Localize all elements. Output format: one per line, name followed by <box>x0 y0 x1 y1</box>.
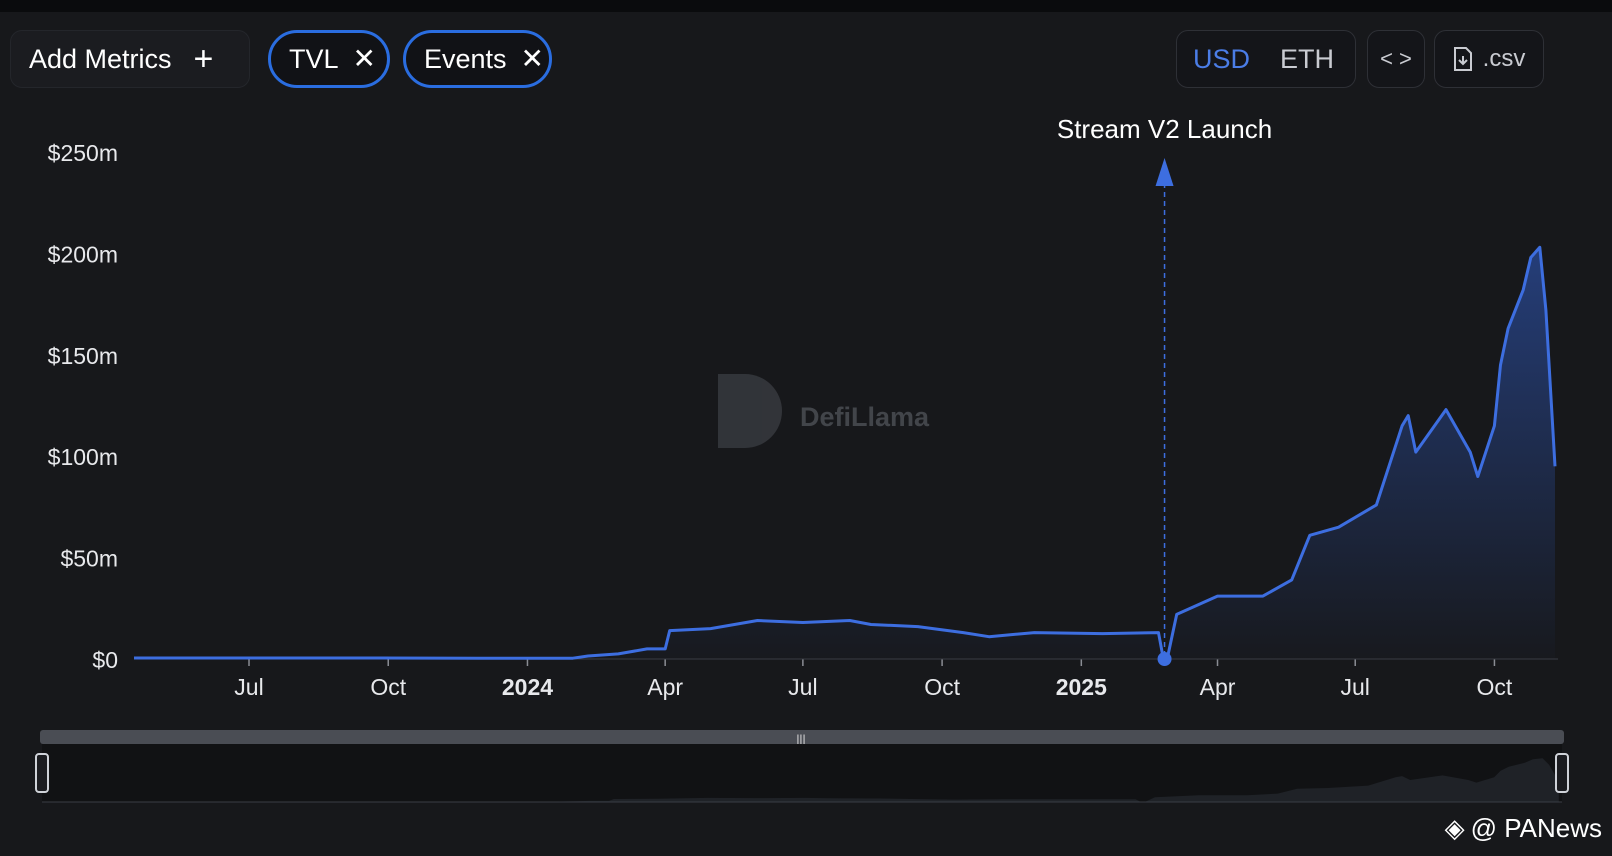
slider-grip-icon[interactable]: ||| <box>796 732 805 746</box>
x-tick-label: 2024 <box>502 674 553 700</box>
y-tick-label: $50m <box>60 546 118 572</box>
event-arrow-icon <box>1155 158 1174 186</box>
file-download-icon <box>1453 47 1472 71</box>
x-tick-label: Jul <box>788 674 817 700</box>
chart-toolbar: Add Metrics + TVL ✕ Events ✕ USD ETH < >… <box>10 30 1602 90</box>
y-tick-label: $250m <box>48 140 118 166</box>
watermark-text: DefiLlama <box>800 402 930 432</box>
y-tick-label: $150m <box>48 343 118 369</box>
x-tick-label: Jul <box>1341 674 1370 700</box>
event-marker-dot[interactable] <box>1157 652 1172 666</box>
csv-download-button[interactable]: .csv <box>1434 30 1544 88</box>
metric-pill-events[interactable]: Events ✕ <box>403 30 552 88</box>
x-tick-label: Apr <box>647 674 683 700</box>
y-tick-label: $0 <box>92 647 118 673</box>
event-label: Stream V2 Launch <box>1057 114 1272 144</box>
metric-pill-label: Events <box>424 43 507 74</box>
panews-credit: ◈ @ PANews <box>1445 813 1602 844</box>
defillama-watermark: DefiLlama <box>718 374 930 448</box>
embed-button[interactable]: < > <box>1367 30 1425 88</box>
chart-panel <box>0 12 1612 856</box>
add-metrics-button[interactable]: Add Metrics + <box>10 30 250 88</box>
currency-option-usd[interactable]: USD <box>1193 43 1251 74</box>
plus-icon: + <box>193 40 214 78</box>
code-icon: < > <box>1380 46 1412 71</box>
x-tick-label: Oct <box>924 674 960 700</box>
slider-preview-area <box>42 758 1559 802</box>
slider-handle-right[interactable] <box>1555 753 1569 793</box>
range-slider[interactable]: ||| <box>35 730 1569 803</box>
x-tick-label: Jul <box>234 674 263 700</box>
llama-logo-icon <box>718 374 782 448</box>
y-tick-label: $200m <box>48 241 118 267</box>
close-icon[interactable]: ✕ <box>352 43 376 74</box>
x-tick-label: Oct <box>1477 674 1513 700</box>
csv-label: .csv <box>1482 45 1526 72</box>
close-icon[interactable]: ✕ <box>520 43 545 74</box>
add-metrics-label: Add Metrics <box>29 43 172 74</box>
slider-track-bar[interactable] <box>40 730 1564 744</box>
tvl-area <box>134 247 1555 660</box>
x-tick-label: 2025 <box>1056 674 1107 700</box>
x-tick-label: Apr <box>1200 674 1236 700</box>
currency-toggle: USD ETH <box>1176 30 1356 88</box>
metric-pill-label: TVL <box>289 43 339 74</box>
credit-text: @ PANews <box>1470 813 1602 843</box>
slider-handle-left[interactable] <box>35 753 49 793</box>
x-tick-label: Oct <box>370 674 406 700</box>
currency-option-eth[interactable]: ETH <box>1280 43 1335 74</box>
metric-pill-tvl[interactable]: TVL ✕ <box>268 30 390 88</box>
panews-logo-icon: ◈ <box>1444 813 1465 843</box>
y-tick-label: $100m <box>48 444 118 470</box>
